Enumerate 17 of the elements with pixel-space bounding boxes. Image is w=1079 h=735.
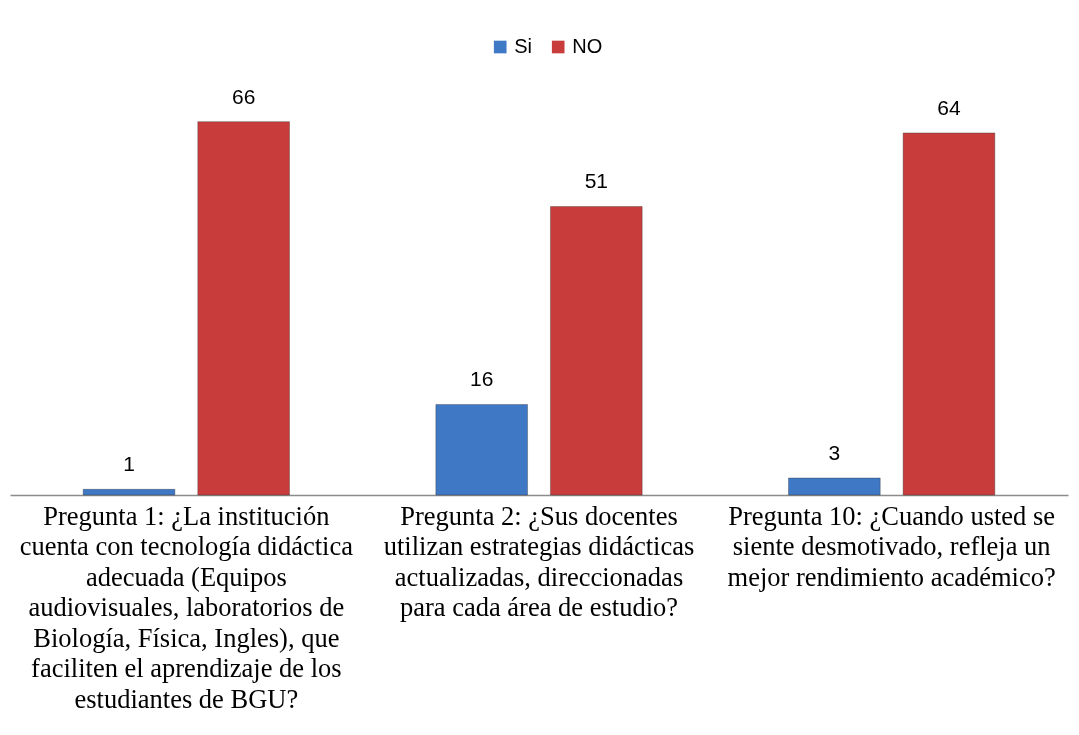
legend-label: Si: [514, 35, 532, 57]
data-label: 66: [231, 84, 256, 108]
data-label: 1: [123, 452, 135, 476]
bar: [549, 205, 643, 496]
legend-label: NO: [572, 35, 603, 57]
bar: [902, 132, 996, 496]
x-tick-label: Pregunta 10: ¿Cuando usted se siente desmotivado, refleja un mejor rendimiento académico?: [727, 500, 1056, 592]
data-label: 51: [584, 169, 608, 193]
x-tick-label: Pregunta 2: ¿Sus docentes utilizan estrategias didácticas actualizadas, direccionadas para cada área de estudio?: [383, 500, 695, 622]
bar: [197, 121, 290, 496]
bar: [788, 477, 881, 496]
bar: [82, 488, 176, 496]
data-label: 16: [470, 367, 494, 391]
data-label: 64: [937, 95, 961, 119]
bar: [435, 403, 529, 496]
x-tick-label: Pregunta 1: ¿La institución cuenta con tecnología didáctica adecuada (Equipos audiovisuales, laboratorios de Biología, Física, Ingles), que faciliten el aprendizaje de los estudiantes de BGU?: [19, 500, 354, 714]
data-label: 3: [828, 441, 841, 465]
